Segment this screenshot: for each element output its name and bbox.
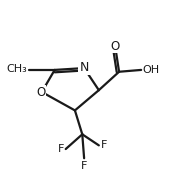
- Text: N: N: [79, 61, 89, 74]
- Text: F: F: [57, 144, 64, 154]
- Text: O: O: [111, 40, 120, 52]
- Text: F: F: [101, 140, 107, 150]
- Text: CH₃: CH₃: [6, 64, 27, 74]
- Text: O: O: [36, 86, 46, 98]
- Text: OH: OH: [142, 65, 159, 75]
- Text: F: F: [81, 161, 87, 171]
